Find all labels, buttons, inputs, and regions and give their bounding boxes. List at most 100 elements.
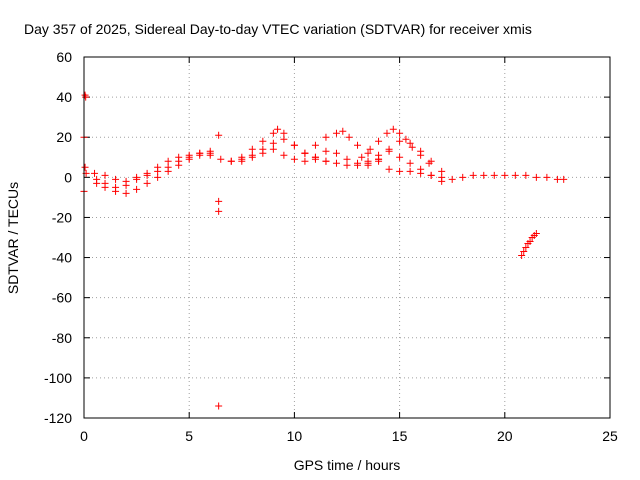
data-point [206,147,214,155]
data-point [480,171,488,179]
data-point [358,153,366,161]
data-point [301,149,309,157]
data-point [383,129,391,137]
y-tick-label: -40 [52,250,72,266]
y-tick-label: -120 [44,410,72,426]
data-point [215,197,223,205]
series-track-a [91,145,568,185]
data-point [345,133,353,141]
data-point [185,153,193,161]
data-point [532,173,540,181]
data-point [274,125,282,133]
data-point [417,147,425,155]
data-point [269,145,277,153]
data-point [215,131,223,139]
series-dip-21 [518,229,540,260]
series-track-b [93,151,214,197]
data-point [143,179,151,187]
data-point [122,181,130,189]
data-point [343,155,351,163]
data-point [389,125,397,133]
data-point [175,157,183,165]
data-point [143,171,151,179]
data-point [154,173,162,181]
x-tick-label: 15 [392,428,408,444]
data-point [311,153,319,161]
data-point [290,141,298,149]
y-tick-label: 20 [56,129,72,145]
x-tick-label: 20 [497,428,513,444]
data-point [396,129,404,137]
data-point [322,147,330,155]
x-tick-label: 0 [80,428,88,444]
data-point [332,149,340,157]
data-point [427,157,435,165]
data-point [354,141,362,149]
data-point [364,161,372,169]
data-point [133,185,141,193]
data-point [81,163,89,171]
series-arc-15c [385,165,446,181]
data-point [269,139,277,147]
data-point [385,165,393,173]
data-point [438,173,446,181]
data-point [311,141,319,149]
y-tick-label: -100 [44,370,72,386]
data-point [343,161,351,169]
data-point [164,163,172,171]
data-point [396,167,404,175]
data-point [91,169,99,177]
data-point [511,171,519,179]
data-point [469,171,477,179]
y-tick-label: -60 [52,290,72,306]
data-point [520,248,528,256]
data-point [518,252,526,260]
x-tick-label: 25 [602,428,618,444]
y-tick-label: 60 [56,49,72,65]
data-point [112,183,120,191]
data-point [101,171,109,179]
grid [84,57,610,418]
data-point [215,207,223,215]
data-point [280,151,288,159]
x-tick-label: 5 [185,428,193,444]
data-point [164,157,172,165]
y-tick-label: -20 [52,209,72,225]
plot-frame [83,56,611,419]
data-point [269,129,277,137]
data-point [396,137,404,145]
data-point [417,169,425,177]
x-tick-label: 10 [287,428,303,444]
data-point [227,157,235,165]
data-point [396,153,404,161]
data-point [402,135,410,143]
data-point [112,175,120,183]
data-point [82,93,90,101]
data-point [259,137,267,145]
data-point [290,155,298,163]
data-point [522,244,530,252]
data-point [375,155,383,163]
data-point [364,149,372,157]
axis-ticks: 0 5 10 15 20 25 60 40 20 0 -20 -40 -60 -80 -100 -120 [44,49,618,444]
data-point [526,238,534,246]
y-tick-label: 40 [56,89,72,105]
data-point [543,173,551,181]
series-track-c [93,147,214,191]
data-point [217,155,225,163]
data-point [154,167,162,175]
data-point [280,135,288,143]
data-point [385,145,393,153]
data-point [459,173,467,181]
data-point [522,171,530,179]
series-outliers [80,91,223,410]
series-arc-12b [322,157,383,169]
data-point [438,167,446,175]
data-point [406,159,414,167]
data-point [133,175,141,183]
data-point [427,171,435,179]
data-point [322,133,330,141]
data-point [248,151,256,159]
data-point [339,127,347,135]
chart-title: Day 357 of 2025, Sidereal Day-to-day VTE… [24,21,532,37]
